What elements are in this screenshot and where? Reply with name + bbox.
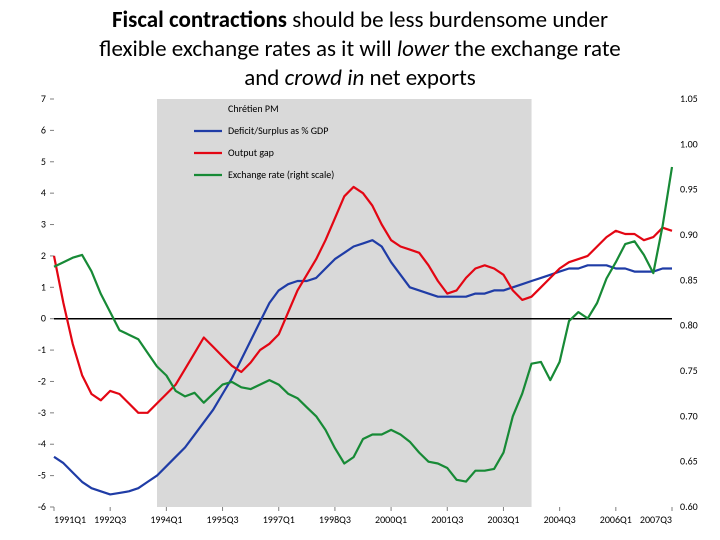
x-tick-label: 1991Q1 (54, 513, 86, 526)
x-tick-label: 1992Q3 (94, 513, 126, 526)
x-tick-label: 2006Q1 (600, 513, 632, 526)
y-left-tick-label: 3 (41, 218, 46, 231)
x-tick-label: 1998Q3 (319, 513, 351, 526)
legend-label: Chrétien PM (228, 102, 279, 115)
legend-label: Deficit/Surplus as % GDP (228, 124, 328, 137)
y-right-tick-label: 1.05 (680, 95, 698, 105)
x-tick-label: 1995Q3 (207, 513, 239, 526)
y-left-tick-label: -4 (38, 437, 46, 450)
x-tick-label: 2000Q1 (375, 513, 407, 526)
y-right-tick-label: 0.75 (680, 364, 698, 377)
y-left-tick-label: -5 (38, 469, 46, 482)
x-tick-label: 1997Q1 (263, 513, 295, 526)
y-left-tick-label: 7 (41, 95, 46, 105)
y-left-tick-label: -3 (38, 406, 46, 419)
legend-label: Output gap (228, 146, 274, 159)
y-left-tick-label: -1 (38, 343, 46, 356)
legend-swatch (194, 104, 222, 114)
y-left-tick-label: -2 (38, 374, 46, 387)
y-left-tick-label: 0 (41, 312, 46, 325)
x-tick-label: 2004Q3 (544, 513, 576, 526)
x-tick-label: 2003Q1 (487, 513, 519, 526)
x-tick-label: 2001Q3 (431, 513, 463, 526)
y-right-tick-label: 0.90 (680, 228, 698, 241)
y-right-tick-label: 0.80 (680, 319, 698, 332)
y-left-tick-label: 5 (41, 155, 46, 168)
x-tick-label: 2007Q3 (640, 513, 672, 526)
y-left-tick-label: -6 (38, 500, 46, 513)
y-left-tick-label: 6 (41, 123, 46, 136)
chart: -6 -5 -4 -3 -2 -1 0 1 2 3 4 5 6 7 0.60 0.65 0.70 0.75 0.80… (24, 95, 704, 533)
y-left-tick-label: 1 (41, 280, 46, 293)
y-right-tick-label: 0.60 (680, 500, 698, 513)
x-tick-label: 1994Q1 (150, 513, 182, 526)
slide-title: Fiscal contractions should be less burde… (80, 6, 640, 92)
y-right-tick-label: 0.85 (680, 273, 698, 286)
legend-label: Exchange rate (right scale) (228, 168, 334, 181)
y-left-tick-label: 2 (41, 249, 46, 262)
y-right-tick-label: 0.70 (680, 409, 698, 422)
y-right-tick-label: 0.65 (680, 455, 698, 468)
shade-chretien (157, 99, 532, 507)
y-right-tick-label: 1.00 (680, 137, 698, 150)
y-right-tick-label: 0.95 (680, 183, 698, 196)
y-left-tick-label: 4 (41, 186, 46, 199)
